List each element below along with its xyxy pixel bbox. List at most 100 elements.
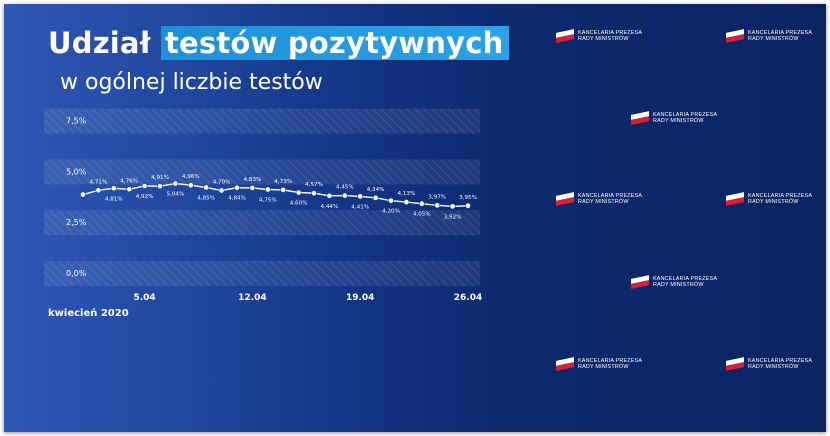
data-label: 4,83% xyxy=(244,177,262,183)
data-label: 3,92% xyxy=(444,214,462,220)
slide-background: Udział testów pozytywnych w ogólnej licz… xyxy=(4,4,826,432)
watermark-line-1: KANCELARIA PREZESA xyxy=(748,193,813,199)
watermark-line-1: KANCELARIA PREZESA xyxy=(748,30,813,36)
data-point xyxy=(295,189,302,196)
watermark-line-2: RADY MINISTRÓW xyxy=(653,118,704,125)
data-point xyxy=(341,192,348,199)
data-label: 4,20% xyxy=(382,209,400,215)
data-label: 4,91% xyxy=(151,175,169,181)
watermark-line-2: RADY MINISTRÓW xyxy=(653,282,704,289)
grid-band xyxy=(44,159,480,185)
chart-title: Udział testów pozytywnych xyxy=(48,26,510,60)
data-label: 4,84% xyxy=(228,196,246,202)
data-point xyxy=(388,197,394,204)
data-point xyxy=(80,191,86,198)
data-point xyxy=(187,182,194,189)
data-label: 4,70% xyxy=(213,180,231,186)
x-tick-label: 12.04 xyxy=(238,293,266,303)
flag-icon xyxy=(726,31,744,41)
watermark-logo: KANCELARIA PREZESA RADY MINISTRÓW xyxy=(726,193,812,206)
x-tick-label: 19.04 xyxy=(346,293,374,303)
watermark-line-1: KANCELARIA PREZESA xyxy=(653,276,718,282)
line-chart: 0,0% 2,5% 5,0% 7,5% 5.04 12.04 19.04 26.04 4,7… xyxy=(44,108,482,303)
data-point xyxy=(372,194,379,201)
watermark-line-1: KANCELARIA PREZESA xyxy=(578,193,643,199)
watermark-logo: KANCELARIA PREZESA RADY MINISTRÓW xyxy=(631,112,717,125)
watermark-line-2: RADY MINISTRÓW xyxy=(578,199,629,206)
chart-subtitle: w ogólnej liczbie testów xyxy=(60,70,323,95)
data-point xyxy=(264,186,271,193)
flag-icon xyxy=(631,277,649,287)
data-point xyxy=(218,187,225,194)
data-point xyxy=(326,192,333,199)
y-tick-label: 7,5% xyxy=(66,117,87,126)
data-label: 3,97% xyxy=(428,194,446,200)
data-label: 4,34% xyxy=(367,187,385,193)
data-point xyxy=(141,183,148,189)
data-label: 3,95% xyxy=(459,195,477,201)
data-label: 4,96% xyxy=(182,174,200,180)
data-point xyxy=(418,200,425,207)
watermark-logo: KANCELARIA PREZESA RADY MINISTRÓW xyxy=(726,358,812,371)
x-axis-label: kwiecień 2020 xyxy=(48,308,129,319)
watermark-line-1: KANCELARIA PREZESA xyxy=(653,112,718,118)
watermark-line-1: KANCELARIA PREZESA xyxy=(578,358,643,364)
data-label: 4,44% xyxy=(321,204,339,210)
data-point xyxy=(434,202,441,209)
grid-band xyxy=(44,261,480,286)
data-point xyxy=(157,183,163,190)
watermark-logo: KANCELARIA PREZESA RADY MINISTRÓW xyxy=(556,30,642,43)
title-part-1: Udział xyxy=(48,26,161,60)
watermark-logo: KANCELARIA PREZESA RADY MINISTRÓW xyxy=(631,276,717,289)
data-point xyxy=(249,184,256,191)
data-point xyxy=(126,186,133,193)
data-label: 4,85% xyxy=(197,195,215,201)
data-label: 4,73% xyxy=(274,179,292,185)
flag-icon xyxy=(556,359,574,369)
data-point xyxy=(311,190,317,197)
title-highlight: testów pozytywnych xyxy=(160,26,510,60)
watermark-line-2: RADY MINISTRÓW xyxy=(578,364,629,371)
y-tick-label: 2,5% xyxy=(66,218,87,227)
flag-icon xyxy=(556,194,574,204)
data-point xyxy=(203,184,210,191)
flag-icon xyxy=(631,113,649,123)
data-point xyxy=(280,187,287,193)
data-point xyxy=(234,184,240,191)
data-point xyxy=(110,185,117,192)
data-label: 4,75% xyxy=(259,198,277,204)
data-label: 4,45% xyxy=(336,185,354,191)
data-point xyxy=(449,203,456,210)
data-point xyxy=(465,202,471,209)
data-label: 4,71% xyxy=(90,179,108,185)
watermark-line-2: RADY MINISTRÓW xyxy=(748,36,799,43)
data-point xyxy=(95,187,102,194)
watermark-line-2: RADY MINISTRÓW xyxy=(748,199,799,206)
watermark-line-2: RADY MINISTRÓW xyxy=(578,36,629,43)
x-tick-label: 26.04 xyxy=(454,293,482,303)
data-label: 5,04% xyxy=(167,192,185,198)
watermark-line-2: RADY MINISTRÓW xyxy=(748,364,799,371)
watermark-line-1: KANCELARIA PREZESA xyxy=(748,358,813,364)
data-label: 4,60% xyxy=(290,201,308,207)
flag-icon xyxy=(726,194,744,204)
flag-icon xyxy=(556,31,574,41)
data-point xyxy=(403,199,410,205)
data-label: 4,76% xyxy=(120,178,138,184)
data-label: 4,57% xyxy=(305,182,323,188)
data-label: 4,81% xyxy=(105,196,123,202)
watermark-logo: KANCELARIA PREZESA RADY MINISTRÓW xyxy=(556,193,642,206)
grid-band xyxy=(44,108,480,134)
data-label: 4,92% xyxy=(136,194,154,200)
data-label: 4,13% xyxy=(398,191,416,197)
data-point xyxy=(172,180,179,187)
watermark-line-1: KANCELARIA PREZESA xyxy=(578,30,643,36)
y-tick-label: 0,0% xyxy=(66,269,87,278)
watermark-logo: KANCELARIA PREZESA RADY MINISTRÓW xyxy=(726,30,812,43)
watermark-logo: KANCELARIA PREZESA RADY MINISTRÓW xyxy=(556,358,642,371)
data-label: 4,41% xyxy=(351,204,369,210)
y-tick-label: 5,0% xyxy=(66,167,87,176)
grid-band xyxy=(44,210,480,236)
x-tick-label: 5.04 xyxy=(133,293,155,303)
flag-icon xyxy=(726,359,744,369)
